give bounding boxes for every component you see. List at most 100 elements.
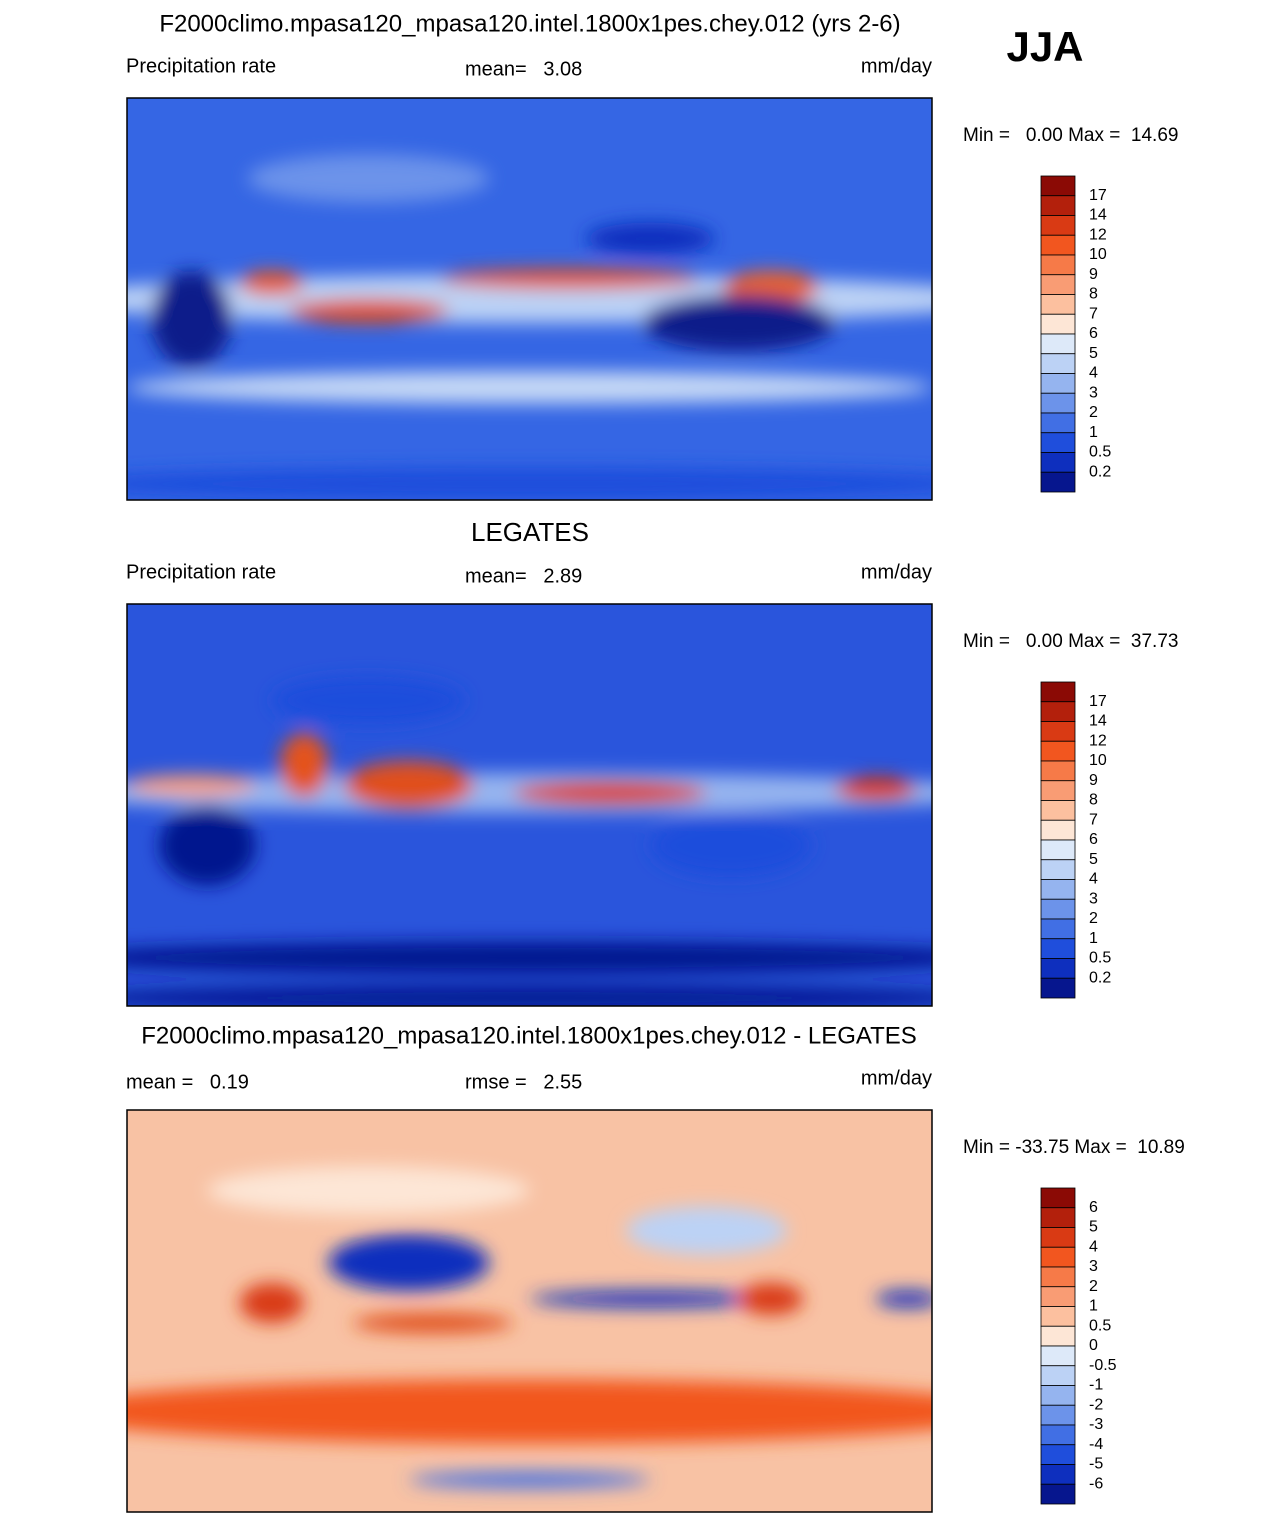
colorbar-label: 4 — [1089, 365, 1098, 382]
map-blob — [271, 676, 466, 725]
center-string: rmse = 2.55 — [465, 1071, 582, 1093]
map-blob — [722, 270, 820, 304]
colorbar-label: 0.2 — [1089, 463, 1111, 480]
colorbar-label: 3 — [1089, 1258, 1098, 1275]
min-max: Min = 0.00 Max = 37.73 — [963, 631, 1178, 652]
colorbar-box — [1040, 977, 1076, 999]
colorbar-label: 7 — [1089, 811, 1098, 828]
colorbar-label: 9 — [1089, 772, 1098, 789]
colorbar-box — [1040, 274, 1076, 295]
colorbar-box — [1040, 898, 1076, 920]
map-blob — [650, 813, 812, 878]
colorbar-label: 10 — [1089, 246, 1107, 263]
colorbar-label: -5 — [1089, 1456, 1103, 1473]
map-frame — [126, 97, 933, 501]
map-blobs — [127, 676, 932, 1006]
center-string: mean= 3.08 — [465, 58, 582, 80]
map-blob — [440, 268, 699, 289]
map-blob — [127, 371, 932, 404]
season-label: JJA — [1006, 23, 1083, 70]
map-blob — [239, 1282, 305, 1324]
colorbar-label: 1 — [1089, 930, 1098, 947]
colorbar-label: 12 — [1089, 732, 1107, 749]
map-blob — [408, 1471, 651, 1488]
colorbar-label: 17 — [1089, 693, 1107, 710]
colorbar-label: 5 — [1089, 345, 1098, 362]
colorbar-label: -0.5 — [1089, 1357, 1117, 1374]
colorbar-box — [1040, 721, 1076, 742]
colorbar-label: 17 — [1089, 187, 1107, 204]
map-blobs — [127, 1166, 932, 1488]
colorbar-box — [1040, 1365, 1076, 1386]
colorbar-box — [1040, 1483, 1076, 1505]
map-blob — [239, 270, 305, 295]
colorbar-box — [1040, 1227, 1076, 1248]
colorbar-label: 2 — [1089, 404, 1098, 421]
colorbar-box — [1040, 373, 1076, 394]
colorbar-box — [1040, 800, 1076, 821]
colorbar-label: -1 — [1089, 1377, 1103, 1394]
colorbar-box — [1040, 1286, 1076, 1307]
map-blob — [151, 270, 232, 368]
map-blob — [127, 467, 932, 500]
units-string: mm/day — [861, 1067, 932, 1089]
colorbar-label: 9 — [1089, 266, 1098, 283]
map-blob — [642, 294, 836, 352]
colorbar-label: 14 — [1089, 713, 1107, 730]
colorbar-box — [1040, 1325, 1076, 1347]
colorbar-label: 6 — [1089, 831, 1098, 848]
colorbar-box — [1040, 294, 1076, 315]
colorbar-box — [1040, 1464, 1076, 1485]
min-max: Min = 0.00 Max = 14.69 — [963, 125, 1178, 146]
colorbar-box — [1040, 412, 1076, 434]
colorbar-label: 6 — [1089, 1199, 1098, 1216]
colorbar-box — [1040, 1246, 1076, 1268]
colorbar-box — [1040, 1266, 1076, 1288]
colorbar-box — [1040, 918, 1076, 940]
colorbar-box — [1040, 760, 1076, 782]
colorbar-box — [1040, 681, 1076, 703]
colorbar-label: 0.2 — [1089, 969, 1111, 986]
min-max: Min = -33.75 Max = 10.89 — [963, 1137, 1185, 1158]
map-blob — [513, 780, 707, 805]
colorbar-label: 12 — [1089, 226, 1107, 243]
colorbar-box — [1040, 333, 1076, 355]
colorbar-label: 2 — [1089, 910, 1098, 927]
map-blob — [529, 1290, 771, 1307]
colorbar-box — [1040, 1306, 1076, 1327]
colorbar-label: 5 — [1089, 851, 1098, 868]
colorbar-label: 1 — [1089, 424, 1098, 441]
colorbar-label: 0 — [1089, 1337, 1098, 1354]
colorbar-label: 2 — [1089, 1278, 1098, 1295]
colorbar-label: -3 — [1089, 1416, 1103, 1433]
center-string: mean= 2.89 — [465, 565, 582, 587]
panel-title: F2000climo.mpasa120_mpasa120.intel.1800x… — [159, 10, 900, 37]
map-blob — [352, 1313, 514, 1334]
colorbar-box — [1040, 1424, 1076, 1446]
left-string: Precipitation rate — [126, 561, 276, 583]
colorbar-box — [1040, 234, 1076, 256]
colorbar-box — [1040, 195, 1076, 216]
colorbar-box — [1040, 879, 1076, 900]
map-blob — [159, 805, 256, 886]
colorbar-box — [1040, 1345, 1076, 1367]
colorbar-box — [1040, 353, 1076, 374]
map-blob — [585, 222, 715, 255]
map-blob — [738, 1282, 804, 1316]
colorbar-label: -6 — [1089, 1475, 1103, 1492]
colorbar-label: 7 — [1089, 305, 1098, 322]
colorbar-label: 1 — [1089, 1298, 1098, 1315]
units-string: mm/day — [861, 55, 932, 77]
panel-title: F2000climo.mpasa120_mpasa120.intel.1800x… — [141, 1022, 917, 1049]
map-blob — [875, 1290, 932, 1307]
colorbar-box — [1040, 740, 1076, 762]
colorbar-box — [1040, 701, 1076, 722]
map-blob — [127, 941, 932, 974]
map-field — [127, 1110, 932, 1512]
colorbar-label: 10 — [1089, 752, 1107, 769]
colorbar-label: 0.5 — [1089, 950, 1111, 967]
colorbar-label: 8 — [1089, 286, 1098, 303]
colorbar-box — [1040, 215, 1076, 236]
colorbar-box — [1040, 175, 1076, 197]
